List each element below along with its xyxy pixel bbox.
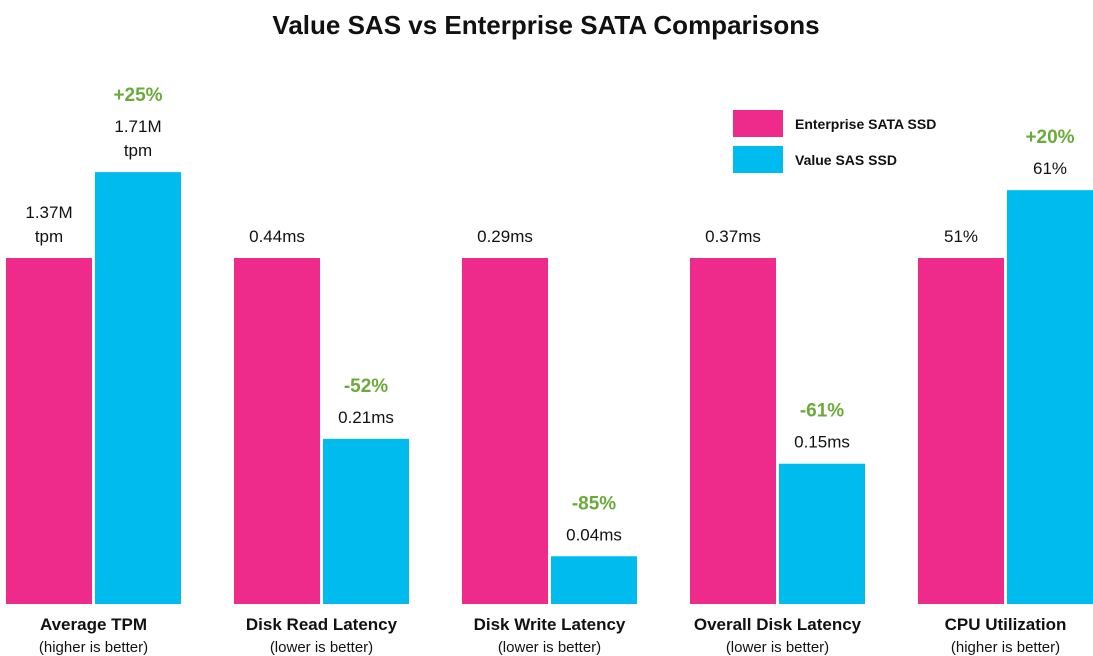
bar [1007, 190, 1093, 604]
value-label: 51% [944, 227, 978, 246]
change-label: -61% [800, 401, 844, 422]
value-label: 0.44ms [249, 227, 305, 246]
x-tick-label: Disk Write Latency [474, 615, 626, 634]
bar [6, 258, 92, 604]
value-label: 1.37M tpm [25, 203, 72, 246]
change-label: -52% [344, 376, 388, 397]
bar [95, 172, 181, 604]
legend-swatch [733, 110, 783, 137]
chart-title: Value SAS vs Enterprise SATA Comparisons [272, 10, 819, 40]
value-label: 61% [1033, 159, 1067, 178]
change-label: +25% [113, 85, 162, 106]
value-label: 1.71M tpm [114, 117, 161, 160]
change-label: +20% [1025, 127, 1074, 148]
value-label: 0.04ms [566, 525, 622, 544]
category-note: (lower is better) [726, 639, 829, 656]
bar [779, 463, 865, 604]
x-tick-label: Average TPM [40, 615, 147, 634]
category-note: (higher is better) [39, 639, 148, 656]
bar [234, 258, 320, 604]
x-tick-label: CPU Utilization [945, 615, 1067, 634]
value-label: 0.15ms [794, 433, 850, 452]
value-label: 0.37ms [705, 227, 761, 246]
category-note: (lower is better) [498, 639, 601, 656]
change-label: -85% [572, 493, 616, 514]
x-tick-label: Overall Disk Latency [694, 615, 862, 634]
category-note: (lower is better) [270, 639, 373, 656]
bar [551, 556, 637, 604]
category-note: (higher is better) [951, 639, 1060, 656]
legend-label: Enterprise SATA SSD [795, 116, 936, 132]
bar [918, 258, 1004, 604]
legend-swatch [733, 146, 783, 173]
legend-label: Value SAS SSD [795, 152, 897, 168]
x-tick-label: Disk Read Latency [246, 615, 398, 634]
bar [690, 258, 776, 604]
bar [323, 438, 409, 604]
value-label: 0.29ms [477, 227, 533, 246]
value-label: 0.21ms [338, 408, 394, 427]
bar [462, 258, 548, 604]
